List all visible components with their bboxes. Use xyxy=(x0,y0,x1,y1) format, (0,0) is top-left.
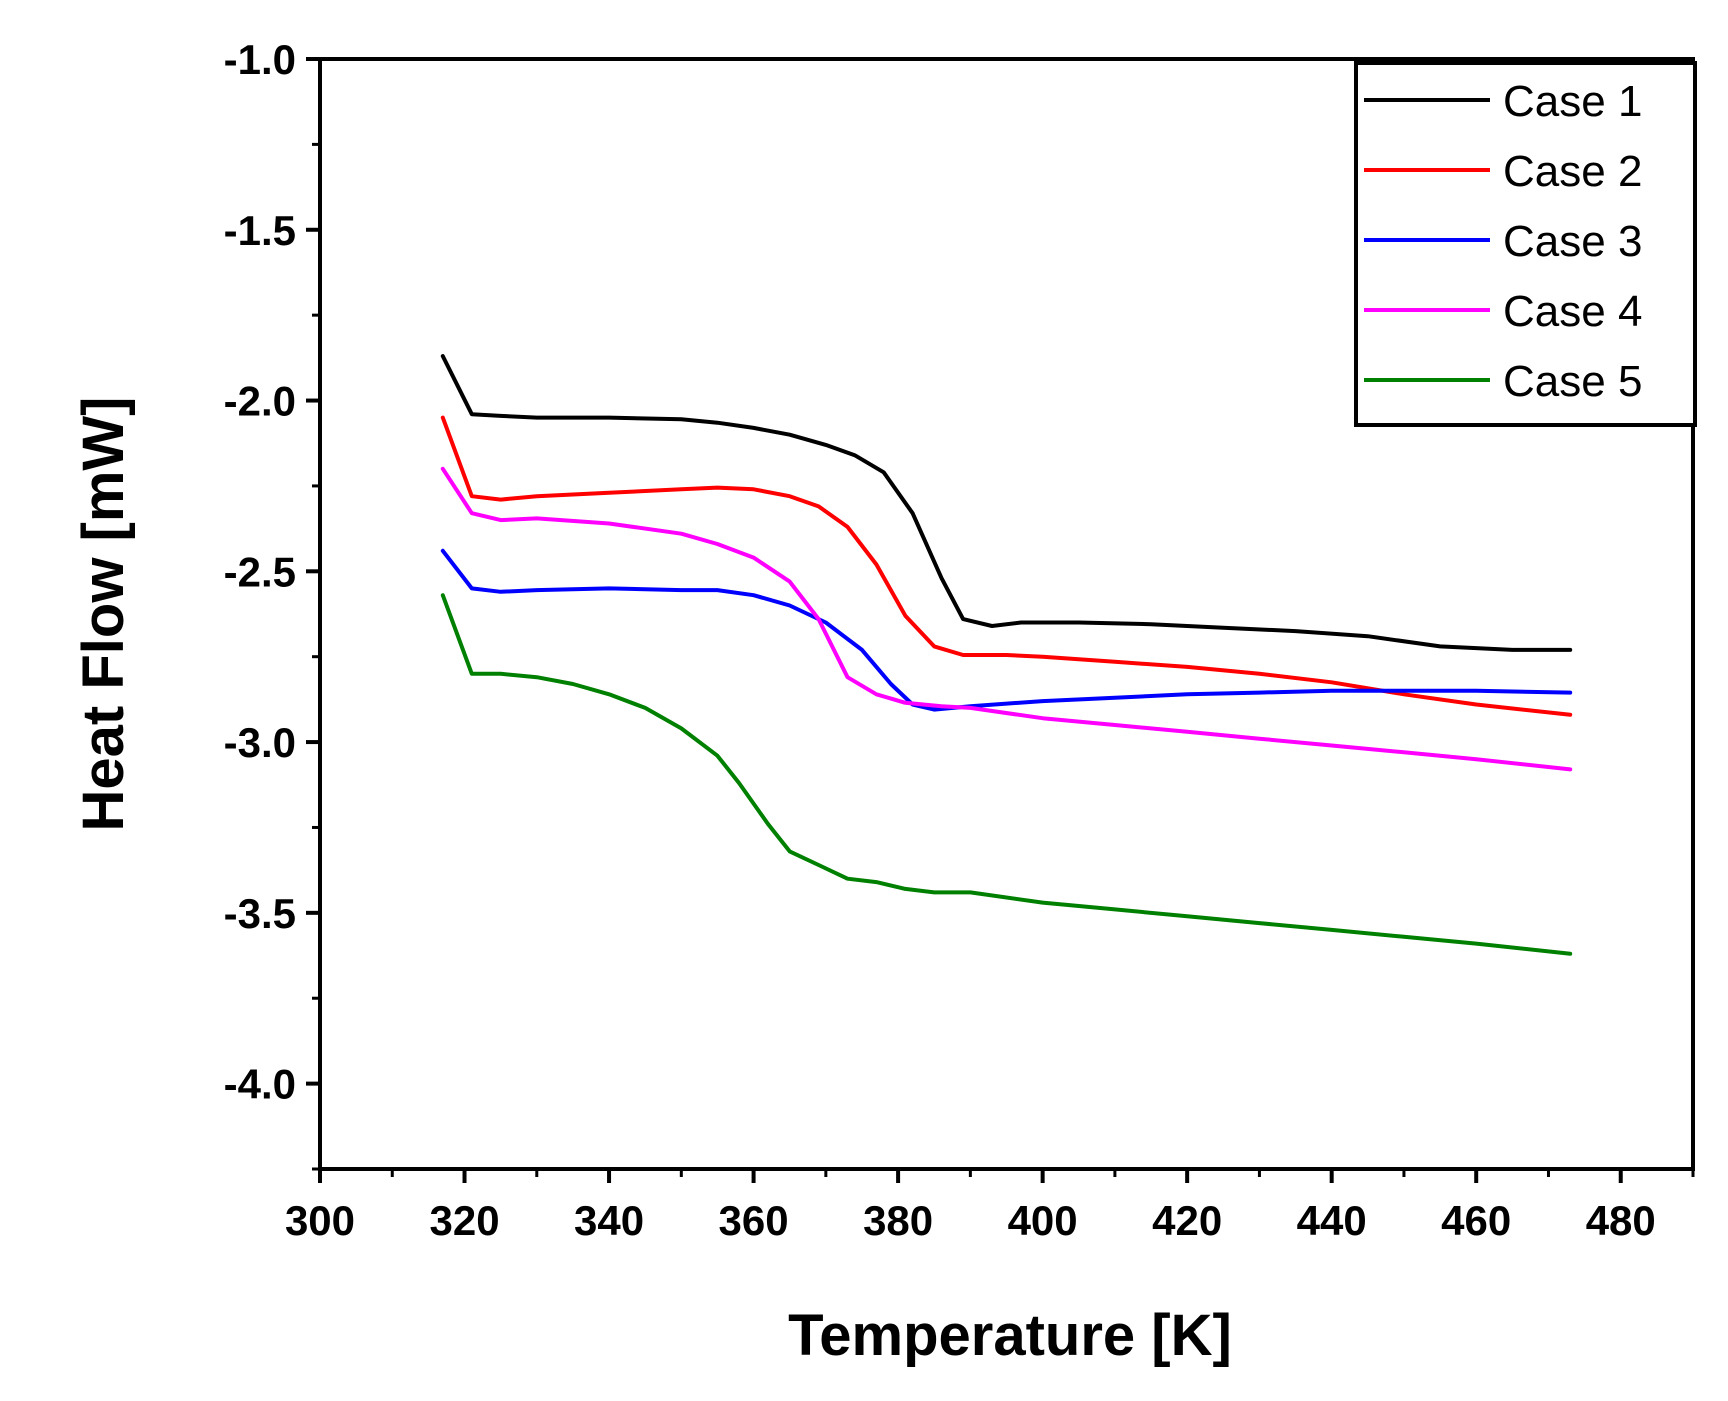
y-axis-title: Heat Flow [mW] xyxy=(71,397,136,832)
x-tick-label: 340 xyxy=(574,1197,644,1244)
legend-items: Case 1 Case 2 Case 3 Case 4 Case 5 xyxy=(1364,77,1642,406)
x-tick-label: 360 xyxy=(719,1197,789,1244)
x-tick-label: 320 xyxy=(429,1197,499,1244)
y-tick-label: -2.0 xyxy=(224,378,296,425)
legend-label-case-5: Case 5 xyxy=(1503,357,1642,406)
legend-label-case-1: Case 1 xyxy=(1503,77,1642,126)
series-line-case-2 xyxy=(440,415,1573,717)
y-tick-label: -3.5 xyxy=(224,890,296,937)
x-tick-label: 480 xyxy=(1586,1197,1656,1244)
legend: Case 1 Case 2 Case 3 Case 4 Case 5 xyxy=(1354,61,1697,427)
series-line-case-5 xyxy=(440,593,1573,956)
series-line-case-4 xyxy=(440,466,1573,772)
y-tick-label: -1.5 xyxy=(224,207,296,254)
series-line-case-3 xyxy=(440,548,1573,712)
x-tick-label: 420 xyxy=(1152,1197,1222,1244)
legend-label-case-3: Case 3 xyxy=(1503,217,1642,266)
y-tick-label: -3.0 xyxy=(224,719,296,766)
x-axis-title: Temperature [K] xyxy=(788,1303,1232,1368)
plot-series xyxy=(440,354,1573,956)
legend-label-case-4: Case 4 xyxy=(1503,287,1642,336)
x-tick-label: 380 xyxy=(863,1197,933,1244)
x-axis-ticks: 300 320 340 360 380 400 420 440 460 480 xyxy=(285,1169,1695,1244)
y-tick-label: -2.5 xyxy=(224,548,296,595)
x-tick-label: 440 xyxy=(1297,1197,1367,1244)
y-axis-ticks: -1.0 -1.5 -2.0 -2.5 -3.0 -3.5 -4.0 xyxy=(224,36,320,1171)
plot-frame xyxy=(318,57,1695,1171)
legend-box xyxy=(1354,61,1697,427)
x-tick-label: 460 xyxy=(1441,1197,1511,1244)
x-tick-label: 300 xyxy=(285,1197,355,1244)
y-tick-label: -1.0 xyxy=(224,36,296,83)
legend-label-case-2: Case 2 xyxy=(1503,147,1642,196)
x-tick-label: 400 xyxy=(1008,1197,1078,1244)
series-line-case-1 xyxy=(440,354,1573,652)
y-tick-label: -4.0 xyxy=(224,1061,296,1108)
